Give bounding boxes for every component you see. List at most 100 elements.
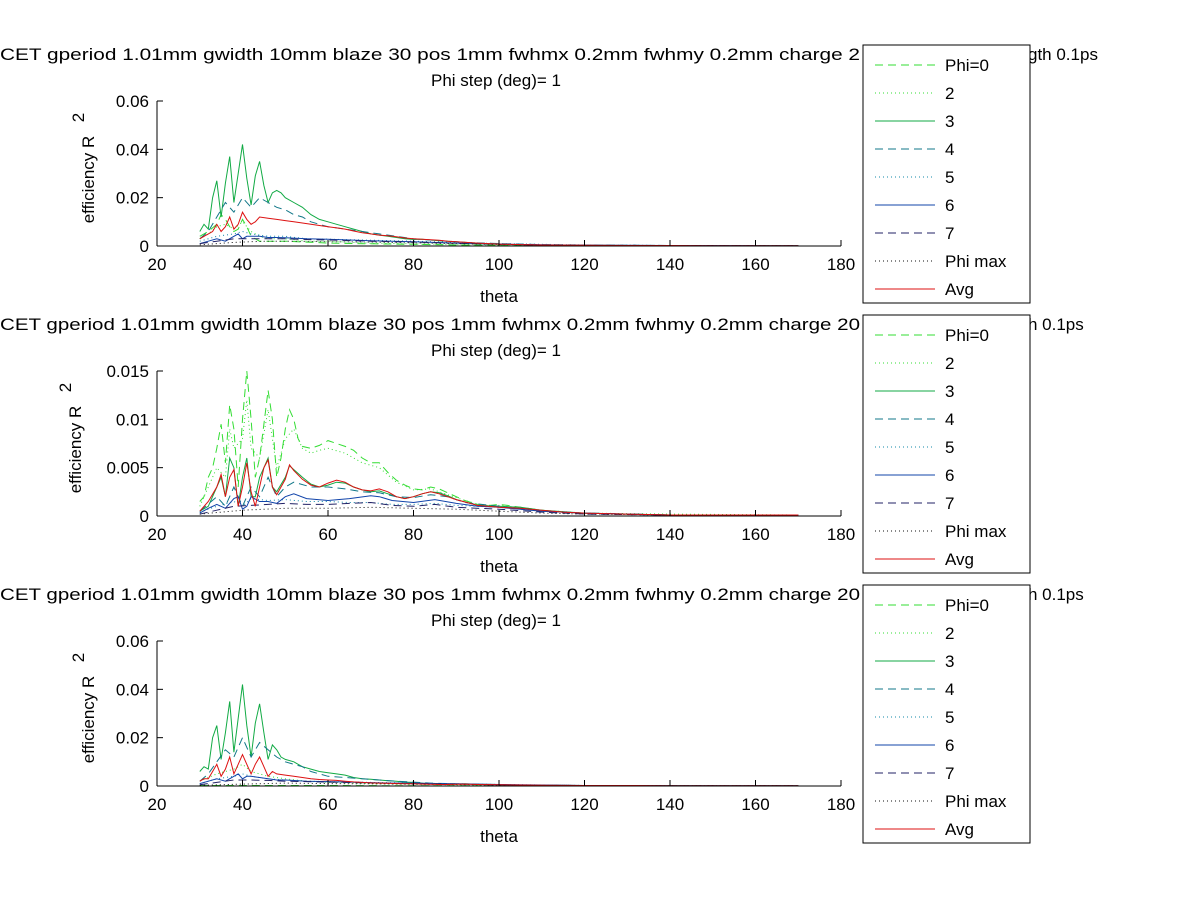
y-tick-label: 0: [140, 507, 149, 526]
legend-label-7: Phi max: [945, 522, 1007, 541]
x-tick-label: 140: [656, 255, 684, 274]
legend-box: [862, 44, 1031, 304]
y-tick-label: 0.02: [116, 189, 149, 208]
series-line-4: [199, 230, 799, 246]
legend-label-0: Phi=0: [945, 326, 989, 345]
x-tick-label: 180: [827, 795, 855, 814]
chart-title-line1: CET gperiod 1.01mm gwidth 10mm blaze 30 …: [0, 45, 860, 64]
y-axis-label-group: efficiency R 2: [69, 113, 98, 224]
x-tick-label: 60: [319, 255, 338, 274]
chart-2: CET gperiod 1.01mm gwidth 10mm blaze 30 …: [0, 314, 1084, 576]
x-tick-label: 80: [404, 255, 423, 274]
legend-label-5: 6: [945, 466, 954, 485]
legend-label-7: Phi max: [945, 252, 1007, 271]
x-tick-label: 120: [570, 255, 598, 274]
chart-3: CET gperiod 1.01mm gwidth 10mm blaze 30 …: [0, 584, 1084, 846]
y-tick-label: 0: [140, 777, 149, 796]
legend-box: [862, 584, 1031, 844]
legend-label-6: 7: [945, 764, 954, 783]
x-tick-label: 160: [741, 525, 769, 544]
legend-label-7: Phi max: [945, 792, 1007, 811]
y-axis-label-superscript: 2: [56, 383, 75, 392]
x-axis-label: theta: [480, 287, 518, 306]
legend: Phi=0 2 3 4 5 6 7 Phi max Avg: [862, 314, 1031, 574]
y-tick-label: 0.04: [116, 140, 149, 159]
x-tick-label: 180: [827, 525, 855, 544]
x-tick-label: 20: [148, 795, 167, 814]
legend: Phi=0 2 3 4 5 6 7 Phi max Avg: [862, 44, 1031, 304]
x-tick-label: 160: [741, 795, 769, 814]
legend-label-5: 6: [945, 196, 954, 215]
legend-label-2: 3: [945, 382, 954, 401]
chart-title-line2: Phi step (deg)= 1: [431, 341, 561, 360]
legend-label-2: 3: [945, 112, 954, 131]
series-line-3: [199, 736, 799, 786]
x-tick-label: 120: [570, 795, 598, 814]
series-line-8: [199, 211, 799, 246]
series-line-0: [199, 370, 799, 516]
y-axis-label-superscript: 2: [69, 113, 88, 122]
y-tick-label: 0: [140, 237, 149, 256]
legend-label-2: 3: [945, 652, 954, 671]
x-tick-label: 40: [233, 795, 252, 814]
series-line-8: [199, 753, 799, 786]
x-tick-label: 160: [741, 255, 769, 274]
y-tick-label: 0.04: [116, 680, 149, 699]
chart-title-line2: Phi step (deg)= 1: [431, 611, 561, 630]
legend-label-3: 4: [945, 680, 954, 699]
legend-label-8: Avg: [945, 820, 974, 839]
y-axis-label-group: efficiency R 2: [56, 383, 85, 494]
x-tick-label: 100: [485, 525, 513, 544]
legend-label-4: 5: [945, 438, 954, 457]
y-axis-label: efficiency R: [79, 676, 98, 764]
x-tick-label: 140: [656, 795, 684, 814]
y-axis-label-group: efficiency R 2: [69, 653, 98, 764]
y-axis-label: efficiency R: [66, 406, 85, 494]
chart-title-line1-tail: h 0.1ps: [1028, 315, 1084, 334]
legend-label-3: 4: [945, 410, 954, 429]
y-tick-label: 0.06: [116, 632, 149, 651]
chart-title-line2: Phi step (deg)= 1: [431, 71, 561, 90]
y-tick-label: 0.015: [106, 362, 149, 381]
legend-label-0: Phi=0: [945, 596, 989, 615]
series-line-0: [199, 213, 799, 246]
x-tick-label: 80: [404, 795, 423, 814]
y-axis-label: efficiency R: [79, 136, 98, 224]
x-tick-label: 40: [233, 525, 252, 544]
series-line-8: [199, 458, 799, 516]
x-axis-label: theta: [480, 557, 518, 576]
legend-label-6: 7: [945, 224, 954, 243]
legend-label-8: Avg: [945, 550, 974, 569]
series-line-3: [199, 196, 799, 246]
chart-1: CET gperiod 1.01mm gwidth 10mm blaze 30 …: [0, 44, 1098, 306]
y-axis-label-superscript: 2: [69, 653, 88, 662]
legend: Phi=0 2 3 4 5 6 7 Phi max Avg: [862, 584, 1031, 844]
series-line-6: [199, 501, 799, 516]
x-tick-label: 60: [319, 525, 338, 544]
x-tick-label: 40: [233, 255, 252, 274]
y-tick-label: 0.01: [116, 410, 149, 429]
legend-label-4: 5: [945, 708, 954, 727]
legend-label-1: 2: [945, 624, 954, 643]
legend-label-5: 6: [945, 736, 954, 755]
legend-label-1: 2: [945, 84, 954, 103]
series-group: [199, 144, 799, 246]
y-tick-label: 0.02: [116, 729, 149, 748]
chart-title-line1-tail: h 0.1ps: [1028, 585, 1084, 604]
legend-label-3: 4: [945, 140, 954, 159]
series-line-4: [199, 773, 799, 786]
chart-title-line1: CET gperiod 1.01mm gwidth 10mm blaze 30 …: [0, 315, 860, 334]
x-tick-label: 120: [570, 525, 598, 544]
legend-label-1: 2: [945, 354, 954, 373]
legend-label-0: Phi=0: [945, 56, 989, 75]
x-tick-label: 100: [485, 795, 513, 814]
x-tick-label: 80: [404, 525, 423, 544]
x-tick-label: 140: [656, 525, 684, 544]
series-line-6: [199, 238, 799, 246]
y-tick-label: 0.06: [116, 92, 149, 111]
y-tick-label: 0.005: [106, 459, 149, 478]
legend-box: [862, 314, 1031, 574]
x-axis-label: theta: [480, 827, 518, 846]
x-tick-label: 20: [148, 255, 167, 274]
